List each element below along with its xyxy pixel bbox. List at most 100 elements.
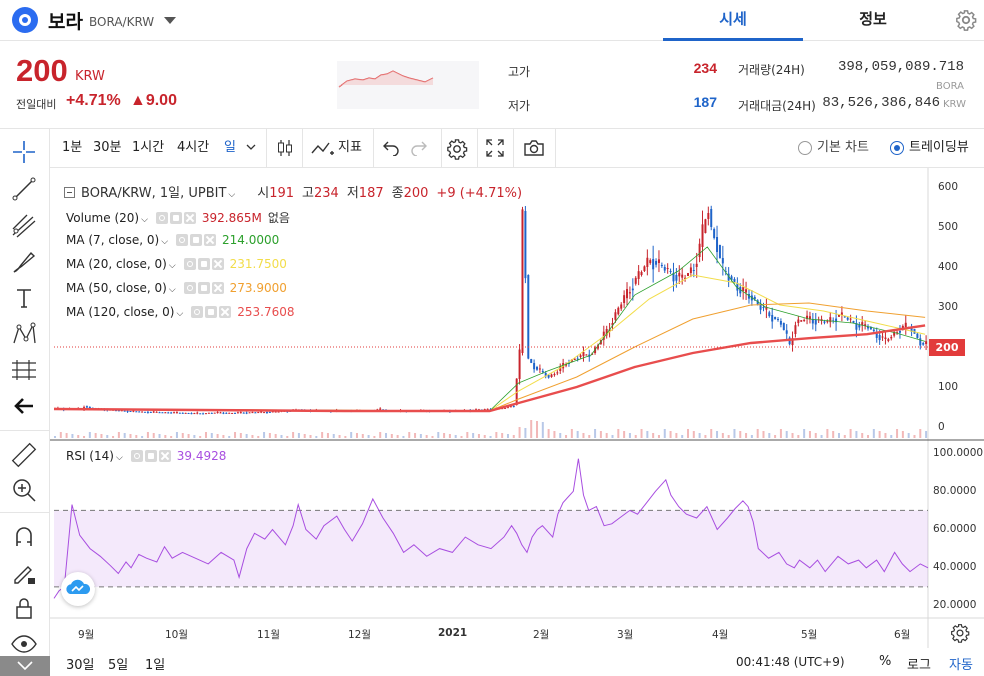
trading-view-label[interactable]: 트레이딩뷰 — [909, 140, 969, 155]
visibility-eye-icon[interactable] — [191, 306, 204, 318]
zoom-in-icon[interactable] — [9, 475, 39, 505]
volume-bar — [117, 432, 120, 438]
volume-bar — [141, 436, 144, 438]
coin-dropdown-chevron-icon[interactable] — [164, 17, 176, 24]
interval-1d[interactable]: 일 — [224, 140, 236, 155]
candle-body — [611, 322, 614, 326]
time-axis-gear-icon[interactable] — [950, 623, 970, 643]
ma120-name[interactable]: MA (120, close, 0) — [66, 305, 175, 319]
volume-chevron-down-icon[interactable]: ⌵ — [141, 215, 148, 225]
ma50-chevron-down-icon[interactable]: ⌵ — [168, 285, 176, 295]
candle-body — [704, 219, 707, 233]
range-30d[interactable]: 30일 — [66, 658, 95, 673]
remove-x-icon[interactable] — [183, 212, 196, 224]
price-chart-svg[interactable] — [50, 168, 984, 676]
candle-body — [652, 259, 655, 270]
remove-x-icon[interactable] — [158, 450, 171, 462]
visibility-eye-icon[interactable] — [183, 258, 196, 270]
pattern-icon[interactable] — [9, 319, 39, 349]
symbol-chevron-down-icon[interactable]: ⌵ — [228, 190, 236, 200]
change-absolute: ▲9.00 — [130, 92, 177, 109]
time-axis-tick: 9월 — [78, 629, 95, 641]
visibility-eye-icon[interactable] — [130, 450, 143, 462]
ma50-name[interactable]: MA (50, close, 0) — [66, 281, 167, 295]
lock-icon[interactable] — [9, 593, 39, 623]
ma7-name[interactable]: MA (7, close, 0) — [66, 233, 160, 247]
ma120-line — [53, 324, 926, 413]
auto-toggle[interactable]: 자동 — [949, 658, 973, 673]
remove-x-icon[interactable] — [204, 234, 217, 246]
ma120-chevron-down-icon[interactable]: ⌵ — [176, 309, 184, 319]
indicators-button[interactable]: 지표 — [338, 140, 362, 155]
coin-pair[interactable]: BORA/KRW — [89, 15, 155, 29]
crosshair-icon[interactable] — [9, 137, 39, 167]
interval-1h[interactable]: 1시간 — [132, 140, 165, 155]
fullscreen-icon[interactable] — [486, 139, 504, 157]
coin-name[interactable]: 보라 — [48, 11, 83, 33]
visibility-eye-icon[interactable] — [183, 282, 196, 294]
rsi-name[interactable]: RSI (14) — [66, 449, 114, 463]
arrow-left-icon[interactable] — [9, 391, 39, 421]
ma20-chevron-down-icon[interactable]: ⌵ — [168, 261, 176, 271]
ma20-name[interactable]: MA (20, close, 0) — [66, 257, 167, 271]
redo-icon[interactable] — [410, 140, 428, 156]
undo-icon[interactable] — [382, 140, 400, 156]
volume-bar — [286, 436, 289, 438]
candle-body — [149, 411, 152, 413]
candle-body — [916, 333, 919, 338]
log-toggle[interactable]: 로그 — [907, 658, 931, 673]
basic-chart-label[interactable]: 기본 차트 — [817, 140, 869, 155]
volume-bar — [588, 435, 591, 438]
ma7-chevron-down-icon[interactable]: ⌵ — [161, 237, 169, 247]
tools-collapse-button[interactable] — [0, 656, 50, 676]
rsi-chevron-down-icon[interactable]: ⌵ — [115, 453, 123, 463]
candle-type-icon[interactable] — [275, 138, 295, 158]
camera-icon[interactable] — [523, 139, 545, 157]
volume-bar — [849, 429, 852, 438]
pencil-lock-icon[interactable] — [9, 558, 39, 588]
range-5d[interactable]: 5일 — [108, 658, 129, 673]
visibility-eye-icon[interactable] — [155, 212, 168, 224]
volume-indicator-name[interactable]: Volume (20) — [66, 211, 140, 225]
ruler-icon[interactable] — [9, 440, 39, 470]
legend-open-label: 시 — [257, 186, 270, 201]
tab-price[interactable]: 시세 — [663, 0, 803, 41]
interval-chevron-down-icon[interactable] — [246, 144, 256, 152]
legend-symbol[interactable]: BORA/KRW, 1일, UPBIT — [81, 186, 227, 201]
indicator-gear-icon[interactable] — [205, 306, 218, 318]
indicator-gear-icon[interactable] — [197, 258, 210, 270]
trading-view-radio[interactable] — [890, 141, 904, 155]
chart-area[interactable]: BORA/KRW, 1일, UPBIT ⌵ 시191 고234 저187 종200 +9 (… — [50, 168, 984, 676]
settings-gear-icon[interactable] — [955, 9, 977, 31]
brush-icon[interactable] — [9, 247, 39, 277]
tab-info[interactable]: 정보 — [859, 10, 887, 28]
interval-30m[interactable]: 30분 — [93, 140, 122, 155]
magnet-icon[interactable] — [9, 522, 39, 552]
remove-x-icon[interactable] — [211, 282, 224, 294]
fib-retracement-icon[interactable] — [9, 355, 39, 385]
pitchfork-icon[interactable] — [9, 211, 39, 241]
interval-4h[interactable]: 4시간 — [177, 140, 210, 155]
remove-x-icon[interactable] — [211, 258, 224, 270]
clock[interactable]: 00:41:48 (UTC+9) — [736, 655, 845, 669]
volume-bar — [692, 431, 695, 438]
basic-chart-radio[interactable] — [798, 141, 812, 155]
volume-bar — [779, 429, 782, 438]
remove-x-icon[interactable] — [219, 306, 232, 318]
range-1d[interactable]: 1일 — [145, 658, 166, 673]
percent-toggle[interactable]: % — [879, 654, 892, 669]
collapse-legend-icon[interactable] — [64, 187, 75, 198]
indicator-gear-icon[interactable] — [169, 212, 182, 224]
indicator-gear-icon[interactable] — [197, 282, 210, 294]
indicator-gear-icon[interactable] — [144, 450, 157, 462]
visibility-eye-icon[interactable] — [176, 234, 189, 246]
indicators-icon[interactable] — [311, 139, 335, 159]
tradingview-logo-button[interactable] — [61, 572, 95, 606]
ma20-line — [53, 274, 926, 412]
trend-line-icon[interactable] — [9, 174, 39, 204]
chart-settings-gear-icon[interactable] — [446, 138, 468, 160]
interval-1m[interactable]: 1분 — [62, 140, 83, 155]
indicator-gear-icon[interactable] — [190, 234, 203, 246]
eye-icon[interactable] — [9, 629, 39, 659]
text-tool-icon[interactable] — [9, 283, 39, 313]
